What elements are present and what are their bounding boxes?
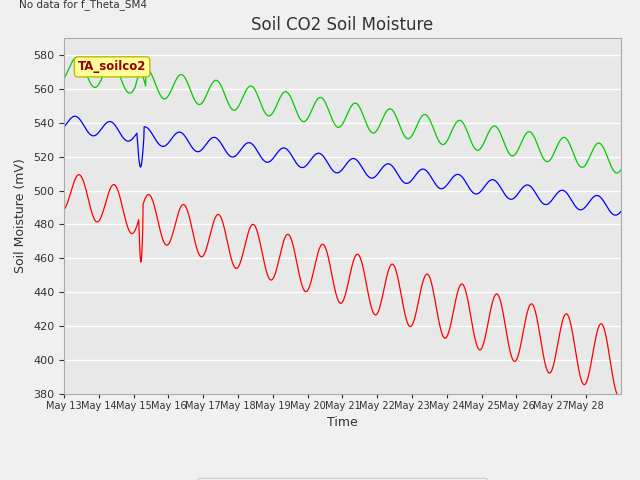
Theta 3 [71, 113, 79, 119]
Theta 1 [610, 380, 618, 385]
Theta 1 [148, 194, 156, 200]
Theta 2 [328, 116, 336, 122]
Theta 2 [73, 55, 81, 60]
Theta 1 [328, 273, 336, 278]
Text: No data for f_Theta_SM4: No data for f_Theta_SM4 [19, 0, 147, 10]
Theta 2 [474, 147, 482, 153]
Theta 1 [60, 207, 68, 213]
Theta 2 [317, 95, 325, 101]
Theta 2 [617, 167, 625, 173]
Line: Theta 1: Theta 1 [64, 175, 621, 396]
Theta 1 [617, 392, 625, 397]
Theta 1 [317, 242, 325, 248]
Line: Theta 3: Theta 3 [64, 116, 621, 215]
Theta 1 [474, 345, 482, 351]
Theta 1 [556, 332, 563, 337]
Y-axis label: Soil Moisture (mV): Soil Moisture (mV) [15, 158, 28, 274]
Theta 2 [610, 168, 618, 174]
Theta 3 [610, 212, 618, 218]
X-axis label: Time: Time [327, 416, 358, 429]
Theta 2 [613, 170, 621, 176]
Theta 3 [60, 124, 68, 130]
Theta 3 [611, 212, 619, 218]
Text: TA_soilco2: TA_soilco2 [78, 60, 147, 73]
Theta 3 [148, 130, 156, 136]
Theta 3 [556, 188, 563, 194]
Line: Theta 2: Theta 2 [64, 58, 621, 173]
Theta 1 [615, 394, 623, 399]
Theta 2 [148, 72, 156, 77]
Theta 2 [60, 76, 68, 82]
Theta 3 [317, 152, 325, 157]
Title: Soil CO2 Soil Moisture: Soil CO2 Soil Moisture [252, 16, 433, 34]
Theta 3 [328, 167, 336, 172]
Theta 3 [474, 191, 482, 196]
Theta 1 [75, 172, 83, 178]
Legend: Theta 1, Theta 2, Theta 3: Theta 1, Theta 2, Theta 3 [198, 478, 487, 480]
Theta 3 [617, 209, 625, 215]
Theta 2 [556, 139, 563, 144]
